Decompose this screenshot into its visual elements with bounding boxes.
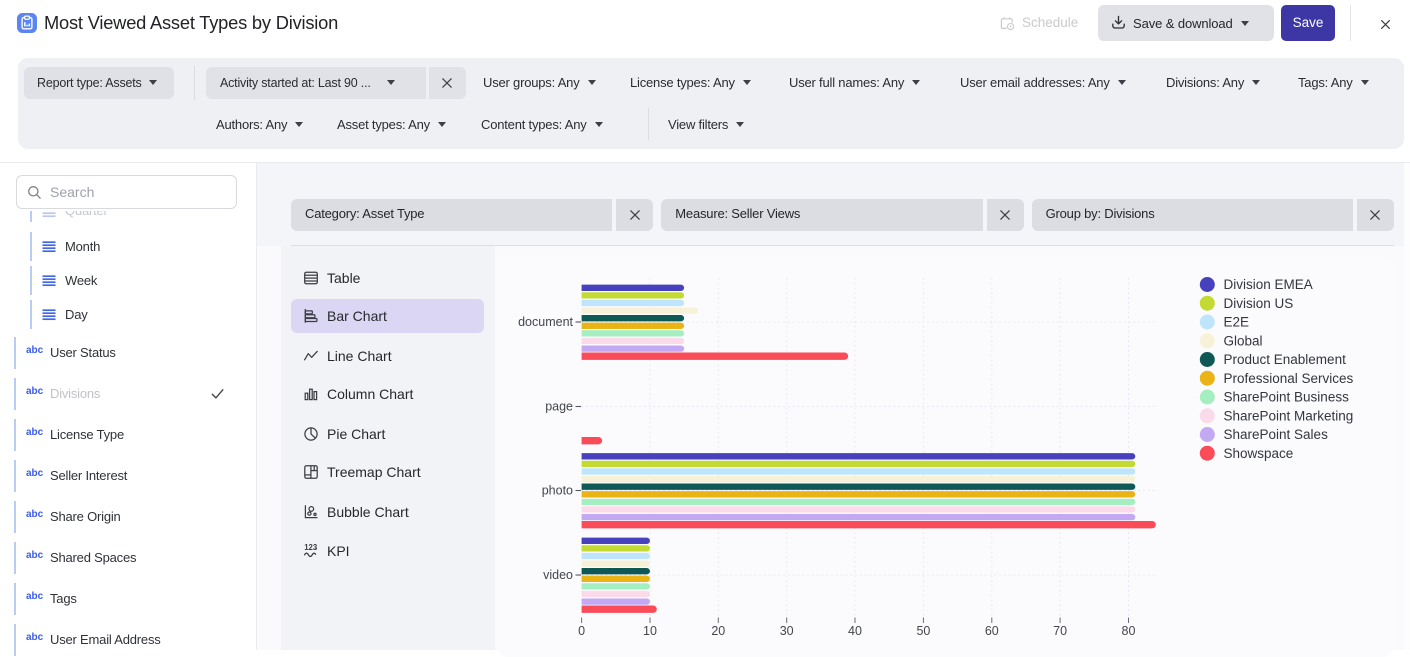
- svg-text:70: 70: [1053, 624, 1067, 638]
- svg-text:E2E: E2E: [1224, 315, 1250, 330]
- svg-text:Showspace: Showspace: [1224, 446, 1294, 461]
- svg-text:0: 0: [578, 624, 585, 638]
- svg-text:20: 20: [711, 624, 725, 638]
- svg-text:SharePoint Marketing: SharePoint Marketing: [1224, 408, 1354, 423]
- svg-text:123: 123: [304, 543, 318, 552]
- svg-text:50: 50: [916, 624, 930, 638]
- svg-text:SharePoint Business: SharePoint Business: [1224, 390, 1350, 405]
- svg-text:photo: photo: [542, 484, 573, 498]
- svg-text:Division US: Division US: [1224, 296, 1294, 311]
- svg-text:30: 30: [780, 624, 794, 638]
- svg-text:Product Enablement: Product Enablement: [1224, 352, 1347, 367]
- svg-text:Division EMEA: Division EMEA: [1224, 277, 1313, 292]
- svg-text:page: page: [545, 400, 573, 414]
- svg-text:10: 10: [643, 624, 657, 638]
- svg-text:40: 40: [848, 624, 862, 638]
- svg-text:Professional Services: Professional Services: [1224, 371, 1354, 386]
- svg-text:80: 80: [1122, 624, 1136, 638]
- svg-text:60: 60: [985, 624, 999, 638]
- svg-text:Global: Global: [1224, 333, 1263, 348]
- svg-text:document: document: [518, 315, 573, 329]
- svg-text:SharePoint Sales: SharePoint Sales: [1224, 427, 1329, 442]
- svg-text:video: video: [543, 568, 573, 582]
